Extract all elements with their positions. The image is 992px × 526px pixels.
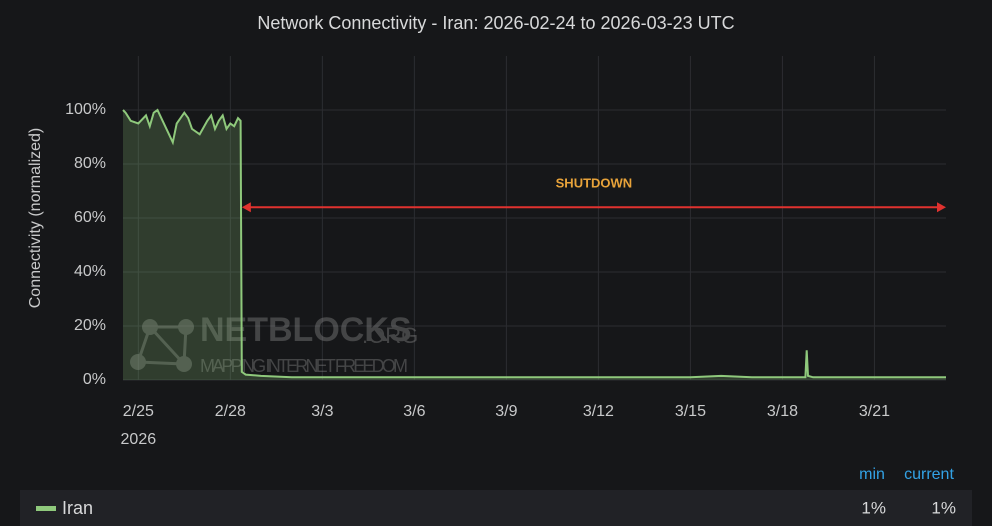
watermark-icon [142, 319, 158, 335]
legend-column: min [859, 466, 885, 483]
watermark-name: NETBLOCKS [200, 311, 412, 349]
x-tick-label: 3/3 [311, 403, 333, 420]
watermark-icon [178, 319, 194, 335]
watermark-icon [130, 354, 146, 370]
x-tick-label: 2/25 [123, 403, 154, 420]
x-tick-label: 3/15 [675, 403, 706, 420]
watermark-suffix: .ORG [362, 323, 418, 348]
x-tick-label: 2/28 [215, 403, 246, 420]
x-tick-sublabel: 2026 [121, 431, 157, 448]
chart-title: Network Connectivity - Iran: 2026-02-24 … [257, 13, 734, 33]
legend-row [20, 490, 972, 526]
series-line [122, 108, 946, 379]
x-tick-label: 3/21 [859, 403, 890, 420]
watermark-icon [135, 325, 188, 366]
x-tick-label: 3/6 [403, 403, 425, 420]
x-tick-label: 3/9 [495, 403, 517, 420]
y-tick-label: 80% [74, 155, 106, 172]
legend-entry[interactable]: Iran [62, 498, 93, 518]
y-tick-label: 20% [74, 317, 106, 334]
legend-column: current [904, 466, 954, 483]
y-axis-label: Connectivity (normalized) [27, 128, 44, 309]
legend-value: 1% [861, 498, 886, 517]
watermark-icon [176, 356, 192, 372]
x-tick-label: 3/18 [767, 403, 798, 420]
annotation-label: SHUTDOWN [556, 176, 633, 191]
x-tick-label: 3/12 [583, 403, 614, 420]
y-tick-label: 0% [83, 371, 106, 388]
watermark: NETBLOCKS .ORG MAPPING INTERNET FREEDOM [130, 311, 418, 376]
legend-value: 1% [931, 498, 956, 517]
y-tick-label: 40% [74, 263, 106, 280]
watermark-tagline: MAPPING INTERNET FREEDOM [200, 356, 408, 376]
legend-swatch [36, 506, 56, 511]
series-area [123, 110, 946, 380]
y-tick-label: 60% [74, 209, 106, 226]
y-tick-label: 100% [65, 101, 106, 118]
